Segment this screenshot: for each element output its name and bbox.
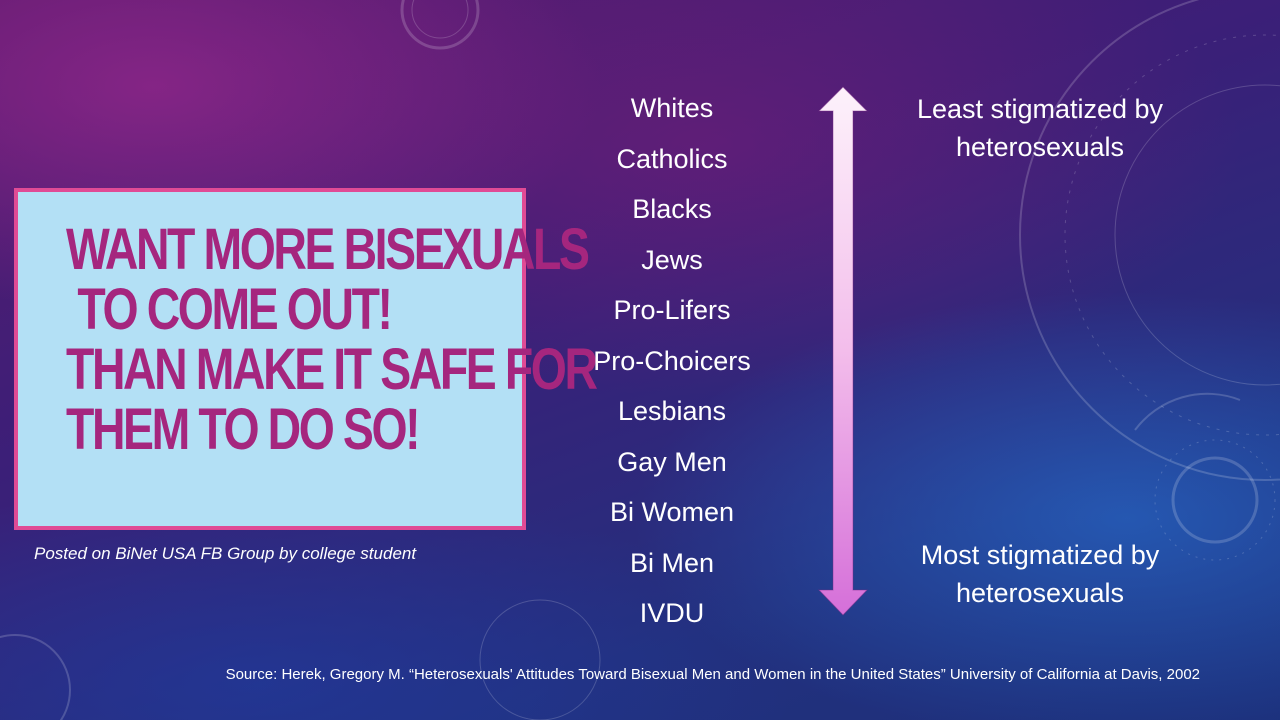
source-citation: Source: Herek, Gregory M. “Heterosexuals… — [225, 666, 1200, 683]
double-arrow-icon — [817, 86, 869, 616]
poster-line: WANT MORE BISEXUALS — [66, 217, 590, 282]
most-stigmatized-label: Most stigmatized by heterosexuals — [920, 540, 1160, 608]
ranking-item: Pro-Lifers — [613, 295, 731, 325]
ranking-item: Catholics — [616, 143, 728, 174]
poster-line: THEM TO DO SO! — [66, 397, 421, 462]
poster-caption: Posted on BiNet USA FB Group by college … — [34, 544, 417, 563]
ranking-item: Whites — [630, 93, 714, 123]
ranking-item: Pro-Choicers — [593, 345, 751, 376]
poster-slogan: WANT MORE BISEXUALS TO COME OUT! THAN MA… — [66, 217, 598, 462]
ranking-item: Jews — [641, 244, 703, 275]
ranking-item: Bi Women — [609, 497, 735, 527]
least-stigmatized-label: Least stigmatized by heterosexuals — [916, 94, 1164, 162]
poster-image: WANT MORE BISEXUALS TO COME OUT! THAN MA… — [14, 188, 598, 530]
stigma-ranking-list: Whites Catholics Blacks Jews Pro-Lifers … — [552, 88, 792, 644]
ranking-item: Lesbians — [617, 396, 727, 426]
ranking-item: Gay Men — [617, 446, 727, 477]
ranking-item: Bi Men — [629, 547, 715, 578]
poster-line: TO COME OUT! — [77, 277, 393, 342]
ranking-item: Blacks — [632, 194, 712, 224]
ranking-item: IVDU — [639, 598, 705, 628]
poster-line: THAN MAKE IT SAFE FOR — [66, 337, 598, 402]
